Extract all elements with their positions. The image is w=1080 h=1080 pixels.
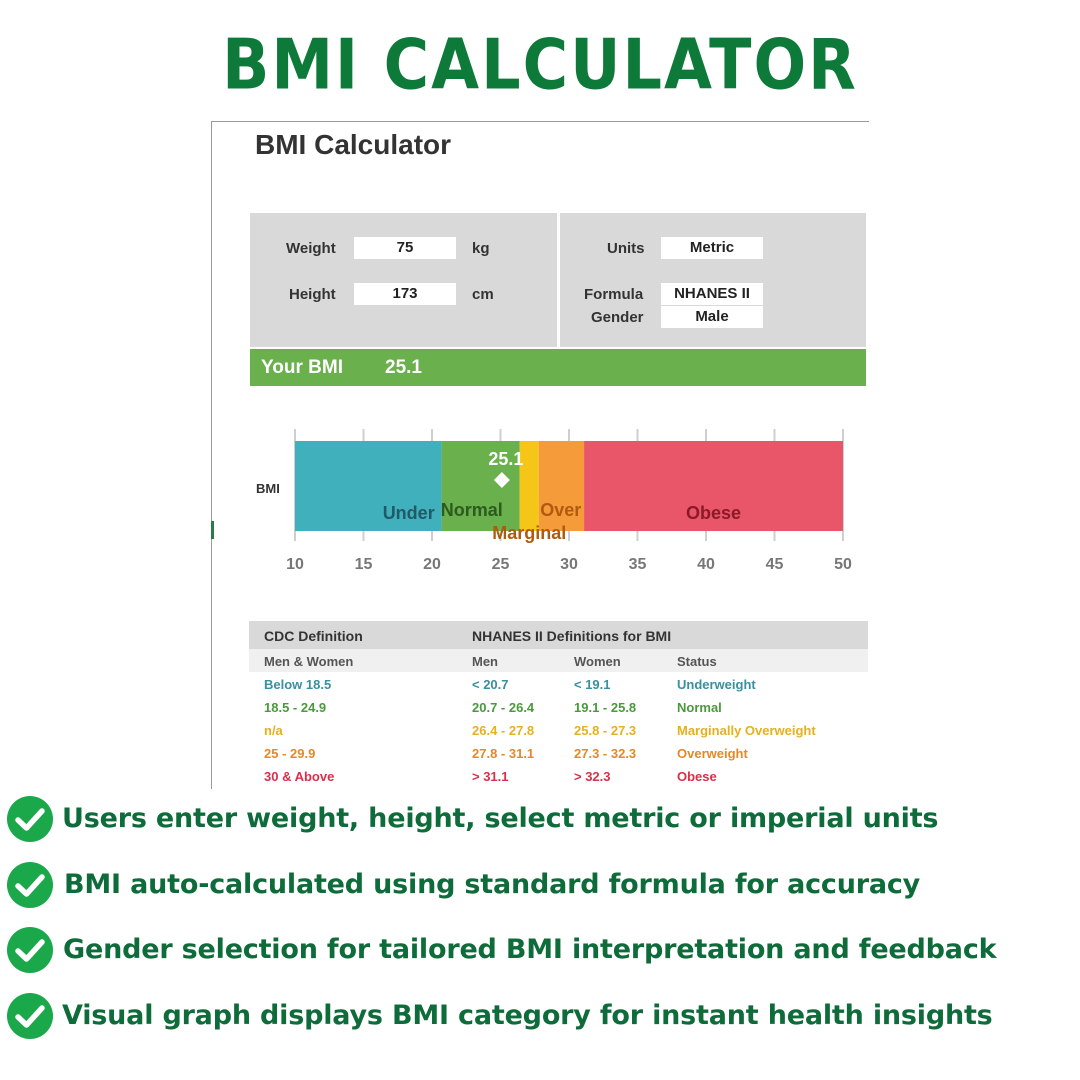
frame-marker (211, 521, 214, 539)
segment-label-under: Under (383, 503, 435, 523)
units-label: Units (607, 240, 645, 257)
bmi-result-value: 25.1 (385, 357, 422, 378)
feature-text: Users enter weight, height, select metri… (62, 803, 939, 834)
weight-unit: kg (472, 240, 490, 257)
segment-normal (441, 441, 520, 531)
subheader-women: Women (574, 654, 621, 669)
chart-row-label: BMI (256, 481, 280, 496)
bmi-marker-diamond (493, 472, 510, 488)
table-cell-status: Marginally Overweight (677, 723, 816, 738)
formula-select[interactable]: NHANES II (661, 283, 763, 305)
segment-label-over: Over (540, 500, 581, 520)
gender-select[interactable]: Male (661, 306, 763, 328)
segment-over (538, 441, 585, 531)
segment-label-marginal: Marginal (492, 523, 566, 543)
feature-item: Visual graph displays BMI category for i… (6, 992, 1076, 1040)
table-cell-women: < 19.1 (574, 677, 611, 692)
input-panel: Weight 75 kg Height 173 cm Units Metric … (250, 213, 866, 347)
table-cell-status: Obese (677, 769, 717, 784)
segment-under (295, 441, 442, 531)
check-icon (7, 993, 53, 1039)
subheader-men: Men (472, 654, 498, 669)
table-cell-cdc: Below 18.5 (264, 677, 332, 692)
weight-label: Weight (286, 240, 336, 257)
segment-marginal (519, 441, 539, 531)
check-icon (7, 796, 53, 842)
frame-top-border (211, 121, 869, 122)
feature-text: BMI auto-calculated using standard formu… (64, 869, 921, 900)
tick-label: 15 (355, 556, 373, 573)
segment-obese (584, 441, 843, 531)
subheader-men-women: Men & Women (264, 654, 354, 669)
subheader-status: Status (677, 654, 717, 669)
table-cell-men: 27.8 - 31.1 (472, 746, 535, 761)
table-cell-status: Overweight (677, 746, 748, 761)
table-cell-cdc: 25 - 29.9 (264, 746, 316, 761)
formula-label: Formula (584, 286, 644, 303)
table-cell-men: > 31.1 (472, 769, 509, 784)
bmi-result-label: Your BMI (261, 357, 343, 378)
feature-text: Visual graph displays BMI category for i… (62, 1000, 993, 1031)
feature-item: Gender selection for tailored BMI interp… (6, 926, 1076, 974)
table-cell-cdc: n/a (264, 723, 283, 738)
table-header-main (249, 621, 868, 649)
segment-label-normal: Normal (441, 500, 503, 520)
bmi-marker-label: 25.1 (488, 449, 523, 469)
tick-label: 45 (766, 556, 784, 573)
sheet-title: BMI Calculator (255, 129, 452, 160)
table-cell-women: 19.1 - 25.8 (574, 700, 637, 715)
gender-label: Gender (591, 309, 644, 326)
tick-label: 25 (492, 556, 510, 573)
tick-label: 10 (286, 556, 304, 573)
check-icon (7, 927, 53, 973)
feature-text: Gender selection for tailored BMI interp… (63, 934, 997, 965)
table-cell-women: > 32.3 (574, 769, 611, 784)
feature-item: Users enter weight, height, select metri… (6, 795, 1076, 843)
table-cell-status: Underweight (677, 677, 756, 692)
table-cell-women: 27.3 - 32.3 (574, 746, 637, 761)
tick-label: 30 (560, 556, 578, 573)
table-cell-men: < 20.7 (472, 677, 509, 692)
segment-label-obese: Obese (686, 503, 741, 523)
tick-label: 50 (834, 556, 852, 573)
tick-label: 35 (629, 556, 647, 573)
height-label: Height (289, 286, 336, 303)
weight-input[interactable]: 75 (354, 237, 456, 259)
check-icon (7, 862, 53, 908)
tick-label: 20 (423, 556, 441, 573)
table-cell-cdc: 18.5 - 24.9 (264, 700, 327, 715)
panel-divider (557, 213, 560, 347)
table-cell-status: Normal (677, 700, 722, 715)
banner-title: BMI CALCULATOR (222, 23, 858, 106)
bmi-chart: Under Normal Marginal Over Obese 10 15 20 25 30 3… (256, 429, 852, 573)
header-cdc: CDC Definition (264, 628, 363, 644)
height-input[interactable]: 173 (354, 283, 456, 305)
table-cell-cdc: 30 & Above (264, 769, 335, 784)
bmi-result-bar: Your BMI 25.1 (250, 349, 866, 386)
height-unit: cm (472, 286, 494, 303)
spreadsheet-screenshot: BMI Calculator Weight 75 kg Height 173 c… (211, 121, 869, 789)
table-cell-men: 26.4 - 27.8 (472, 723, 535, 738)
units-select[interactable]: Metric (661, 237, 763, 259)
feature-item: BMI auto-calculated using standard formu… (6, 861, 1076, 909)
table-cell-men: 20.7 - 26.4 (472, 700, 535, 715)
frame-left-border (211, 121, 212, 789)
table-cell-women: 25.8 - 27.3 (574, 723, 637, 738)
header-nhanes: NHANES II Definitions for BMI (472, 628, 672, 644)
tick-label: 40 (697, 556, 715, 573)
table-header-sub (249, 649, 868, 672)
